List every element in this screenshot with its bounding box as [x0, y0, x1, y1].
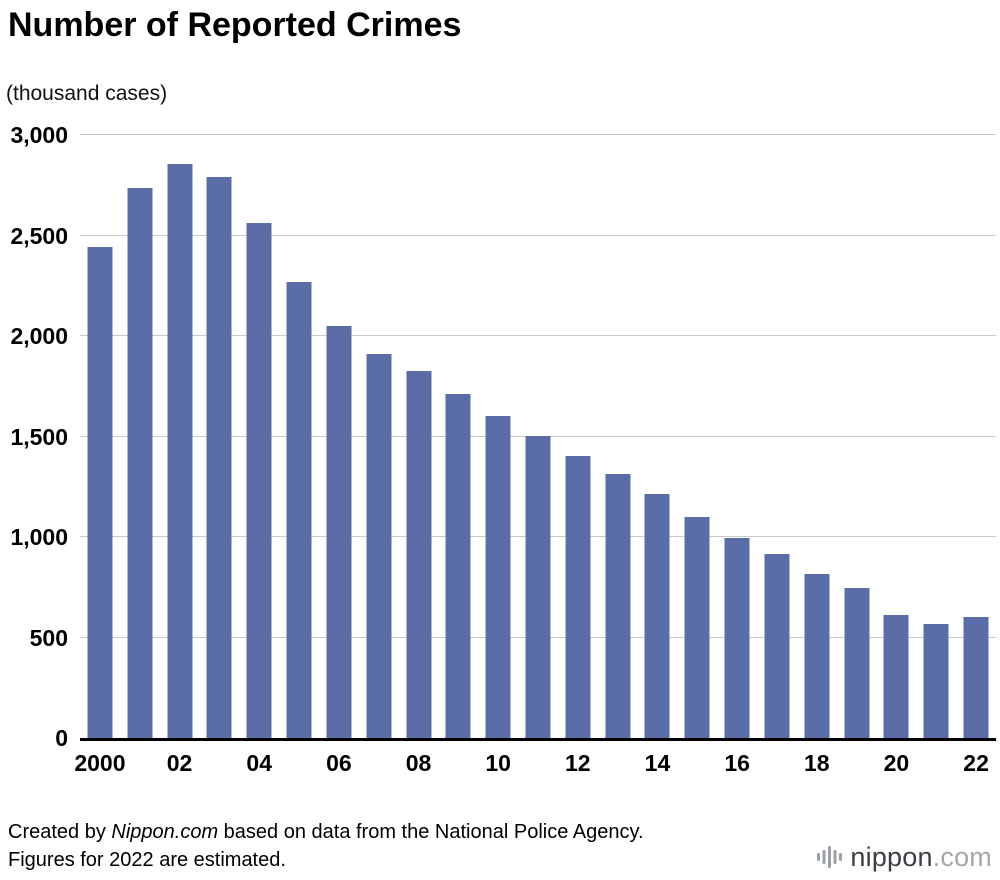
- bar-2022: [963, 617, 989, 738]
- bar-2020: [883, 614, 909, 738]
- bar-2000: [87, 246, 113, 738]
- bar-2008: [406, 370, 432, 738]
- chart-title: Number of Reported Crimes: [8, 6, 462, 44]
- chart-footer: Created by Nippon.com based on data from…: [8, 818, 992, 875]
- x-tick-18: 18: [803, 750, 830, 776]
- x-tick-06: 06: [326, 750, 352, 776]
- y-tick-0: 0: [55, 725, 68, 751]
- nippon-logo: nippon.com: [817, 842, 992, 875]
- logo-tld: .com: [932, 841, 992, 872]
- sound-bars-icon: [817, 842, 843, 872]
- bar-2021: [923, 623, 949, 738]
- bar-2018: [804, 573, 830, 738]
- bar-2017: [764, 554, 790, 738]
- x-tick-12: 12: [565, 750, 591, 776]
- y-tick-1000: 1,000: [10, 524, 68, 550]
- logo-wordmark: nippon.com: [850, 842, 992, 873]
- bar-2005: [286, 281, 312, 738]
- x-tick-16: 16: [724, 750, 750, 776]
- x-tick-20: 20: [883, 750, 910, 776]
- bar-2004: [246, 222, 272, 738]
- x-tick-14: 14: [644, 750, 671, 776]
- bar-2014: [644, 494, 670, 738]
- plot-area: 0 500 1,000 1,500 2,000 2,500 3,000: [10, 123, 996, 750]
- bar-2012: [565, 456, 591, 738]
- bar-2009: [445, 393, 471, 738]
- gridline-2500: [80, 234, 996, 236]
- x-axis-labels: 2000 02 04 06 08 10 12 14 16 18 20 22: [74, 750, 996, 780]
- bar-2011: [525, 435, 551, 738]
- source-note-rest: based on data from the National Police A…: [8, 821, 644, 872]
- bar-2013: [605, 473, 631, 738]
- chart-unit-label: (thousand cases): [6, 82, 168, 105]
- bar-2019: [844, 587, 870, 738]
- x-tick-04: 04: [246, 750, 272, 776]
- x-tick-08: 08: [405, 750, 432, 776]
- y-tick-500: 500: [29, 624, 68, 651]
- bar-2006: [326, 325, 352, 738]
- source-note-prefix: Created by: [8, 821, 112, 843]
- logo-name: nippon: [850, 841, 933, 872]
- y-tick-3000: 3,000: [10, 122, 68, 148]
- bar-2007: [366, 354, 392, 738]
- bar-2015: [684, 517, 710, 738]
- bar-2003: [206, 177, 232, 738]
- bar-2016: [724, 537, 750, 738]
- source-note-brand: Nippon.com: [111, 821, 219, 843]
- bar-2001: [127, 188, 153, 738]
- x-tick-2000: 2000: [74, 750, 126, 776]
- x-tick-22: 22: [963, 750, 989, 776]
- bar-2002: [167, 164, 193, 738]
- gridline-2000: [80, 335, 996, 336]
- bar-2010: [485, 415, 511, 738]
- gridline-3000: [80, 134, 996, 135]
- x-tick-02: 02: [166, 750, 193, 776]
- source-note: Created by Nippon.com based on data from…: [8, 818, 708, 875]
- y-tick-2000: 2,000: [10, 323, 68, 349]
- y-tick-2500: 2,500: [10, 222, 68, 249]
- y-tick-1500: 1,500: [10, 423, 68, 450]
- x-tick-10: 10: [485, 750, 511, 776]
